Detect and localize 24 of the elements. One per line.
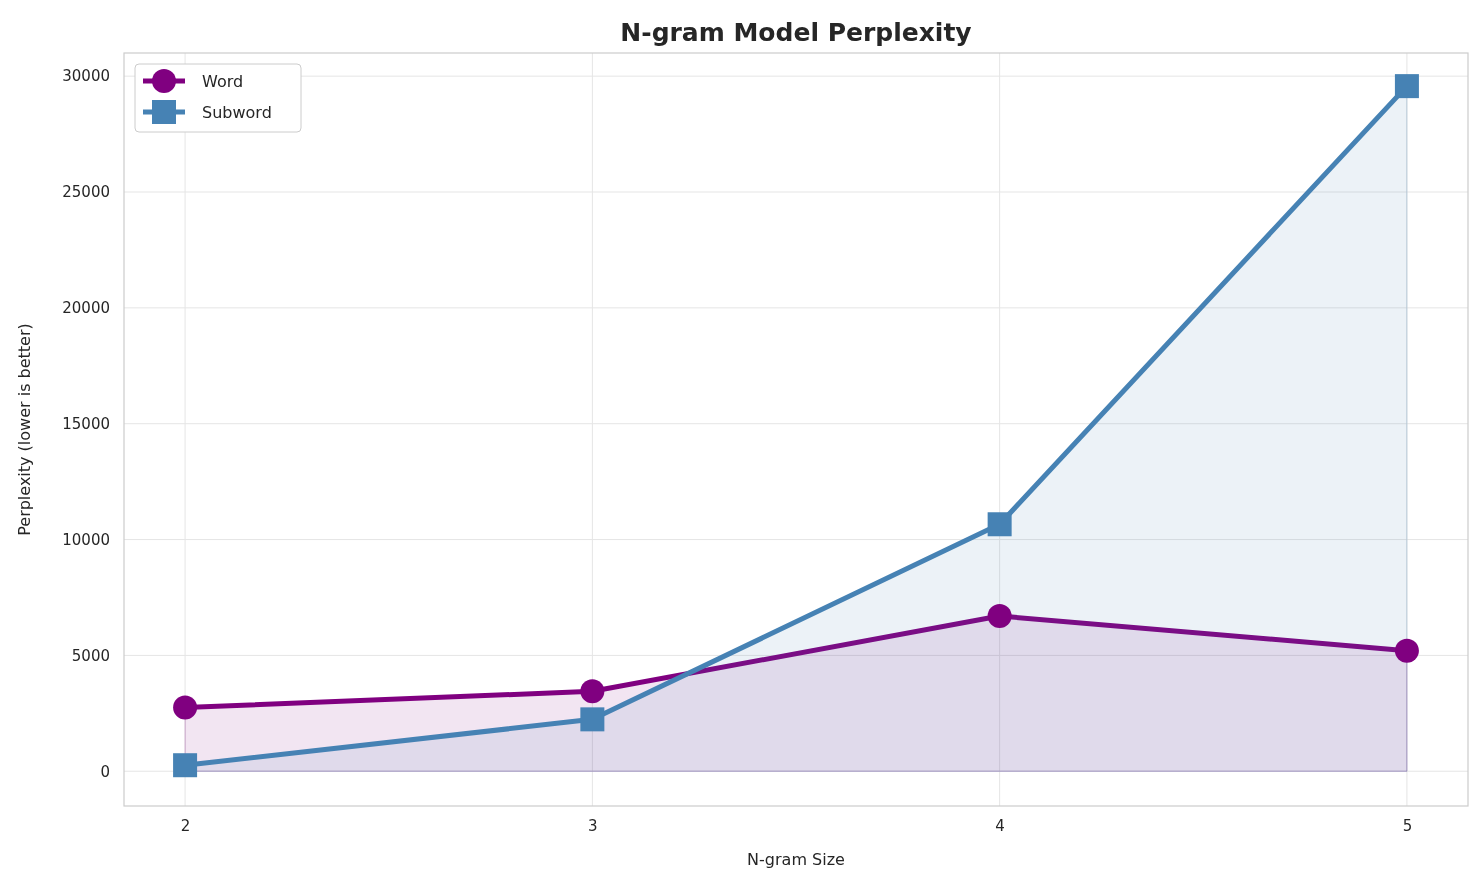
y-tick-label: 15000 bbox=[62, 415, 110, 434]
x-tick-label: 3 bbox=[588, 816, 598, 835]
y-tick-label: 25000 bbox=[62, 183, 110, 202]
legend-label: Word bbox=[202, 72, 244, 91]
y-tick-label: 0 bbox=[100, 762, 110, 781]
chart-title: N-gram Model Perplexity bbox=[620, 18, 972, 47]
legend-label: Subword bbox=[202, 103, 272, 122]
point bbox=[987, 512, 1012, 537]
point bbox=[580, 707, 605, 732]
point bbox=[580, 679, 605, 704]
point bbox=[1394, 638, 1419, 663]
y-tick-label: 20000 bbox=[62, 299, 110, 318]
point bbox=[173, 753, 198, 778]
y-tick-label: 5000 bbox=[71, 646, 110, 665]
x-axis-title: N-gram Size bbox=[747, 850, 845, 869]
point bbox=[987, 604, 1012, 629]
point bbox=[173, 695, 198, 720]
x-tick-label: 5 bbox=[1402, 816, 1413, 835]
y-tick-label: 30000 bbox=[62, 67, 110, 86]
x-tick-label: 2 bbox=[180, 816, 191, 835]
point bbox=[1394, 74, 1419, 99]
y-axis-title: Perplexity (lower is better) bbox=[15, 323, 34, 536]
x-tick-label: 4 bbox=[995, 816, 1005, 835]
y-tick-label: 10000 bbox=[62, 530, 110, 549]
